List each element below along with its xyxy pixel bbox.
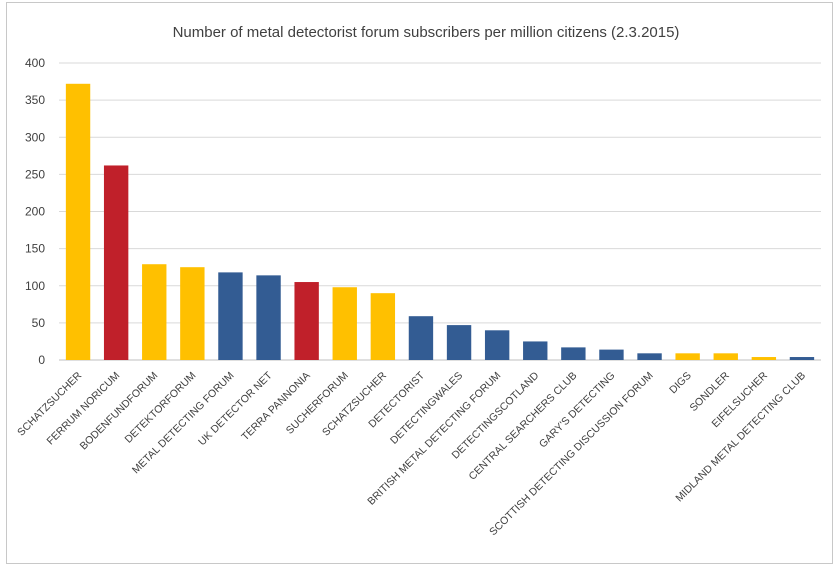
bar xyxy=(370,293,396,360)
y-tick-label: 0 xyxy=(38,353,45,367)
bar xyxy=(65,83,91,360)
x-tick-label: TERRA PANNONIA xyxy=(239,370,313,444)
x-tick-label: FERRUM NORICUM xyxy=(44,370,122,448)
chart-frame: Number of metal detectorist forum subscr… xyxy=(6,2,833,564)
x-tick-label: BRITISH METAL DETECTING FORUM xyxy=(365,370,503,508)
x-tick-label: DETEKTORFORUM xyxy=(122,370,198,446)
y-tick-label: 150 xyxy=(25,242,45,256)
x-tick-label: SCHATZSUCHER xyxy=(320,369,389,438)
bar xyxy=(446,325,472,360)
x-tick-label: SCHATZSUCHER xyxy=(15,369,84,438)
y-axis-ticks: 0 50 100 150 200 250 300 350 400 xyxy=(25,56,45,367)
bar xyxy=(332,287,357,360)
y-tick-label: 100 xyxy=(25,279,45,293)
bar xyxy=(408,316,434,360)
bar xyxy=(789,357,815,360)
x-tick-label: DETECTINGWALES xyxy=(388,370,465,447)
bar xyxy=(103,165,129,360)
bar xyxy=(142,264,167,360)
x-tick-label: UK DETECTOR NET xyxy=(196,369,275,448)
bar xyxy=(751,357,777,360)
y-tick-label: 300 xyxy=(25,130,45,144)
bar xyxy=(523,341,548,360)
y-tick-label: 250 xyxy=(25,167,45,181)
bar xyxy=(561,347,586,360)
bar-chart: Number of metal detectorist forum subscr… xyxy=(15,24,821,538)
bar xyxy=(180,267,205,360)
chart-title: Number of metal detectorist forum subscr… xyxy=(173,24,680,41)
bar xyxy=(256,275,281,360)
bar xyxy=(294,282,319,360)
y-tick-label: 50 xyxy=(32,316,46,330)
bars xyxy=(65,83,815,360)
bar xyxy=(637,353,662,360)
y-tick-label: 400 xyxy=(25,56,45,70)
bar xyxy=(713,353,738,360)
bar xyxy=(599,349,624,360)
y-tick-label: 350 xyxy=(25,93,45,107)
bar xyxy=(675,353,700,360)
bar xyxy=(484,330,510,360)
gridlines xyxy=(59,62,821,361)
bar xyxy=(218,272,243,360)
y-tick-label: 200 xyxy=(25,205,45,219)
x-tick-label: DIGS xyxy=(667,370,694,397)
